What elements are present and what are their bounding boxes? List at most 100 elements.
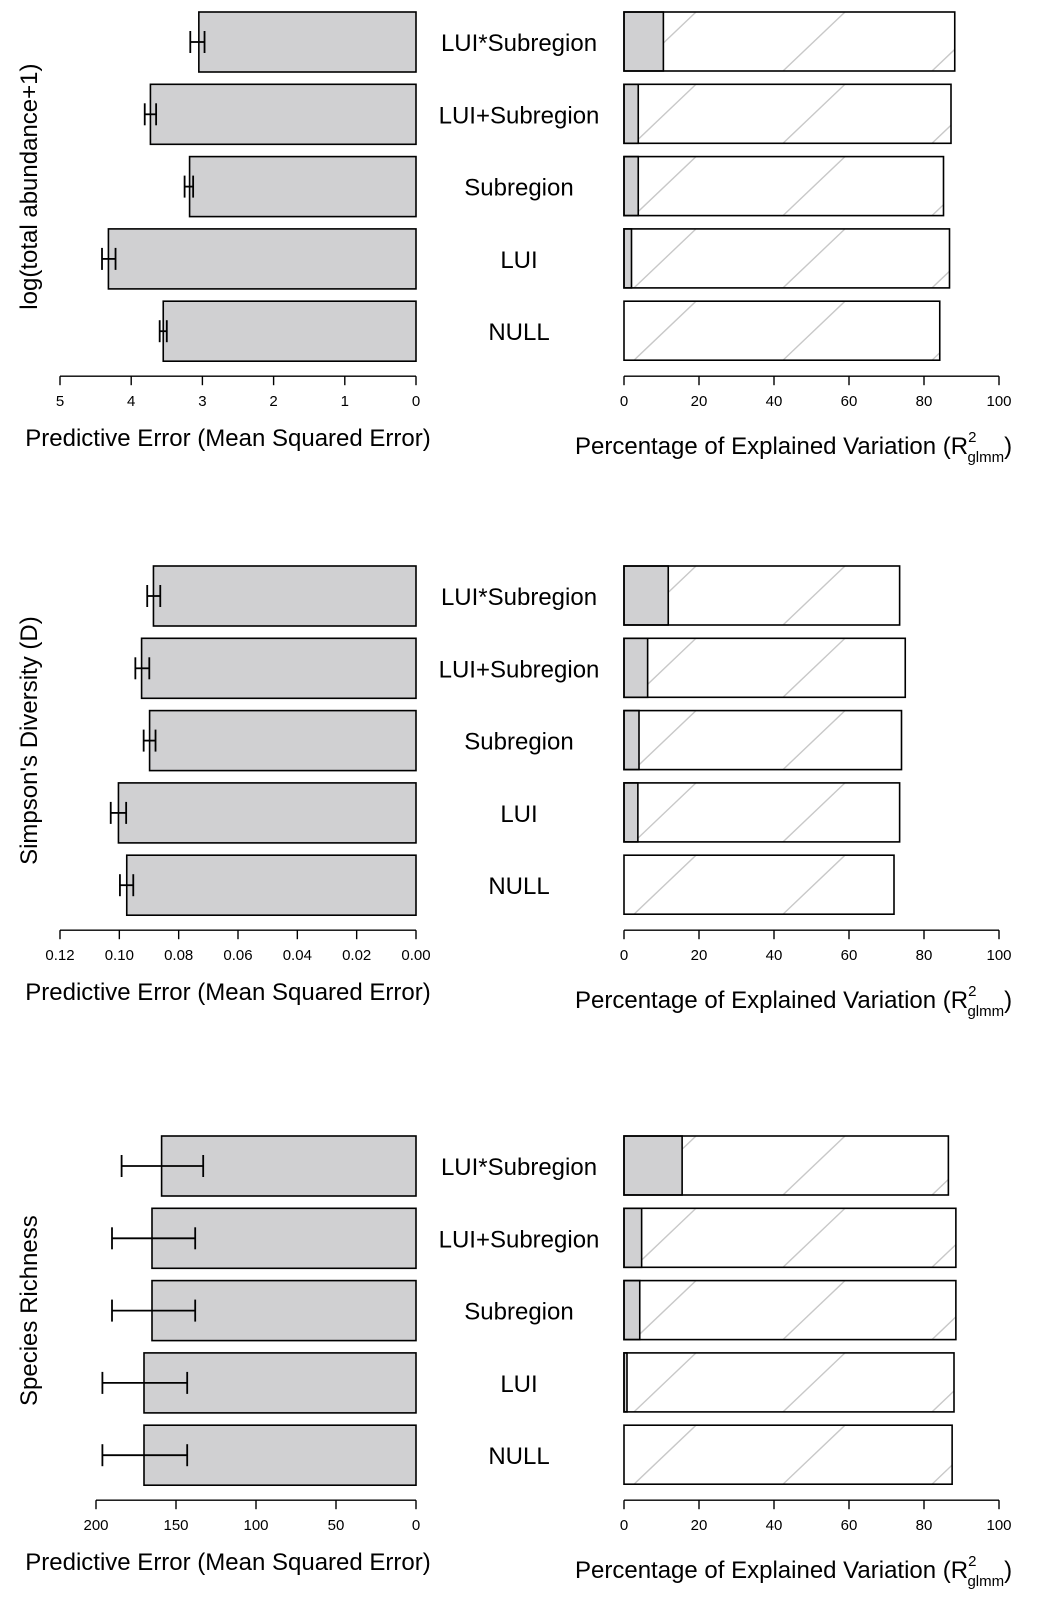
hatch-line: [633, 1352, 697, 1412]
category-label: LUI+Subregion: [439, 1226, 600, 1253]
hatch-line: [633, 84, 697, 144]
error-bar: [117, 782, 417, 844]
r2-hatch: [633, 855, 994, 915]
r2-axis-title: Percentage of Explained Variation (R2 glm…: [575, 1553, 1012, 1590]
error-bar: [152, 565, 417, 627]
r2-axis-title-end: ): [1004, 987, 1012, 1014]
r2-marginal-bar: [623, 565, 670, 626]
error-tick-label: 0.06: [223, 947, 252, 964]
error-tick-label: 1: [341, 393, 349, 410]
r2-conditional-bar: [623, 782, 901, 843]
hatch-line: [782, 710, 846, 770]
r2-hatch: [633, 84, 951, 144]
error-tick-label: 0.00: [401, 947, 430, 964]
hatch-line: [931, 1464, 953, 1485]
panel-1: 5 4 3 2 1 0 Predictive Error (Mean Squared Err…: [16, 11, 1012, 466]
hatch-line: [931, 1178, 949, 1195]
r2-panel: 0 20 40 60 80 100 Percentage of Explained Vari…: [575, 1135, 1012, 1590]
category-label: LUI*Subregion: [441, 30, 597, 57]
r2-conditional-bar: [623, 854, 895, 916]
panel-2: 0.12 0.10 0.08 0.06 0.04 0.02 0.00 Predictive E…: [16, 565, 1012, 1020]
r2-marginal-bar: [623, 709, 640, 771]
r2-marginal-bar: [623, 11, 665, 72]
error-tick-label: 4: [127, 393, 135, 410]
r2-hatch: [633, 710, 994, 770]
hatch-line: [932, 855, 994, 914]
r2-tick-label: 40: [766, 1517, 783, 1534]
r2-tick-label: 100: [986, 947, 1011, 964]
r2-conditional-fill: [624, 1425, 953, 1485]
r2-axis-title-main: Percentage of Explained Variation (R: [575, 433, 968, 460]
error-tick-label: 200: [83, 1517, 108, 1534]
r2-hatch: [633, 156, 944, 216]
r2-conditional-fill: [624, 638, 906, 698]
r2-hatch: [633, 1352, 954, 1412]
hatch-line: [782, 156, 846, 216]
r2-axis-title: Percentage of Explained Variation (R2 glm…: [575, 429, 1012, 466]
r2-marginal-bar: [623, 637, 649, 699]
r2-tick-label: 80: [916, 947, 933, 964]
hatch-line: [782, 1425, 846, 1485]
error-tick-label: 0.02: [342, 947, 371, 964]
error-panel: 200 150 100 50 0 Predictive Error (Mean Squar…: [25, 1135, 431, 1576]
error-panel: 5 4 3 2 1 0 Predictive Error (Mean Squared Err…: [25, 11, 431, 452]
r2-axis-title-sub: glmm: [967, 1573, 1004, 1590]
category-label: Subregion: [464, 729, 573, 756]
error-bar: [107, 228, 417, 290]
r2-tick-label: 0: [620, 947, 628, 964]
r2-axis-title-sub: glmm: [967, 449, 1004, 466]
r2-hatch: [633, 782, 846, 842]
hatch-line: [782, 301, 846, 361]
r2-axis-title-main: Percentage of Explained Variation (R: [575, 987, 968, 1014]
r2-tick-label: 40: [766, 947, 783, 964]
r2-conditional-bar: [623, 83, 952, 145]
r2-axis-title-end: ): [1004, 1557, 1012, 1584]
r2-marginal-bar: [623, 1279, 641, 1341]
r2-hatch: [633, 1208, 956, 1268]
error-tick-label: 150: [163, 1517, 188, 1534]
hatch-line: [782, 566, 846, 625]
error-axis-title: Predictive Error (Mean Squared Error): [25, 979, 430, 1006]
r2-tick-label: 20: [691, 1517, 708, 1534]
hatch-line: [782, 1280, 846, 1340]
error-bar: [143, 1424, 417, 1486]
hatch-line: [633, 782, 697, 842]
r2-conditional-fill: [624, 301, 940, 361]
r2-conditional-fill: [624, 855, 894, 915]
hatch-line: [782, 84, 846, 144]
error-bar: [149, 83, 417, 146]
category-label: NULL: [488, 873, 549, 900]
r2-hatch: [633, 228, 950, 288]
panel-row-title: log(total abundance+1): [16, 64, 43, 310]
r2-axis-title-sup: 2: [968, 983, 976, 1000]
error-tick-label: 0: [412, 1517, 420, 1534]
hatch-line: [782, 638, 846, 698]
r2-hatch: [633, 301, 940, 361]
error-bar: [198, 11, 417, 73]
r2-tick-label: 80: [916, 393, 933, 410]
r2-tick-label: 20: [691, 947, 708, 964]
hatch-line: [931, 351, 940, 361]
r2-marginal-bar: [623, 782, 639, 843]
r2-panel: 0 20 40 60 80 100 Percentage of Explained Vari…: [575, 565, 1012, 1020]
hatch-line: [633, 301, 697, 361]
r2-hatch: [633, 1425, 953, 1485]
category-label: LUI*Subregion: [441, 1154, 597, 1181]
hatch-line: [782, 1208, 846, 1268]
error-axis-title: Predictive Error (Mean Squared Error): [25, 1549, 430, 1576]
panel-row-title: Simpson's Diversity (D): [16, 616, 43, 865]
category-label: NULL: [488, 1443, 549, 1470]
r2-tick-label: 60: [841, 393, 858, 410]
hatch-line: [932, 711, 994, 770]
hatch-line: [782, 782, 846, 842]
r2-marginal-bar: [623, 83, 640, 145]
r2-conditional-fill: [624, 1352, 954, 1412]
hatch-line: [782, 1136, 846, 1195]
hatch-line: [931, 270, 950, 288]
hatch-line: [633, 855, 697, 915]
r2-conditional-bar: [623, 228, 951, 289]
hatch-line: [782, 228, 846, 288]
r2-conditional-bar: [623, 1424, 953, 1485]
r2-conditional-bar: [623, 709, 903, 771]
r2-tick-label: 80: [916, 1517, 933, 1534]
